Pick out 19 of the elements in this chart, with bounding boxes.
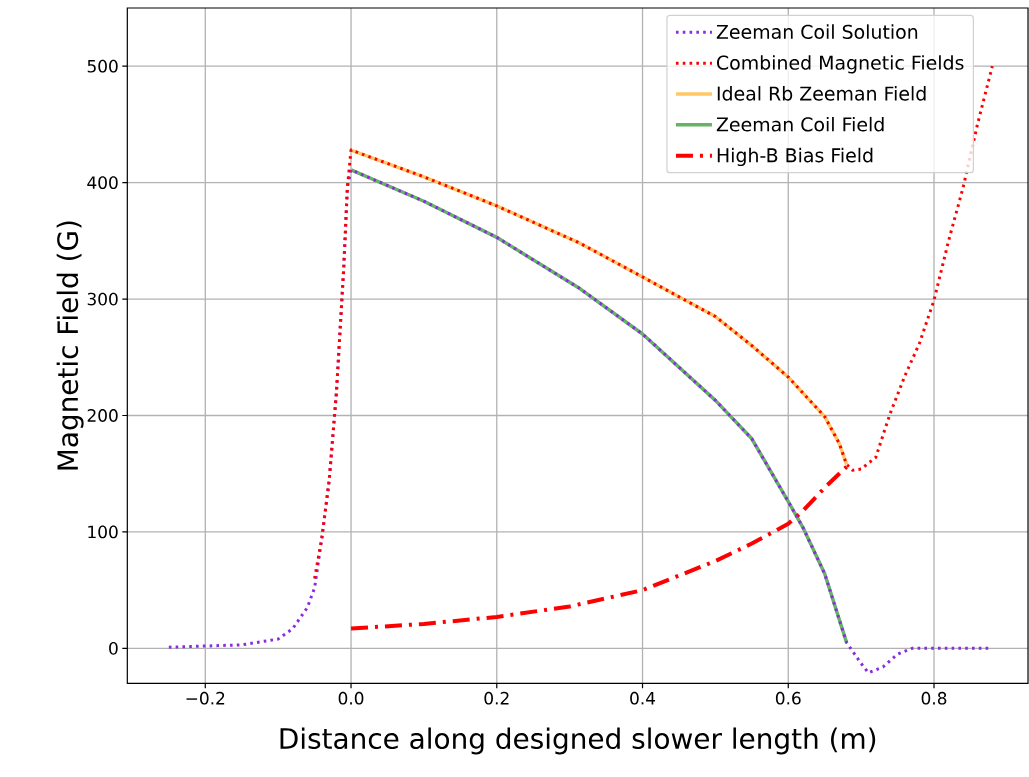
y-axis-title: Magnetic Field (G)	[56, 221, 84, 470]
legend-label: Zeeman Coil Field	[716, 116, 884, 132]
x-tick-label: 0.2	[484, 691, 509, 705]
y-tick-label: 0	[109, 641, 118, 655]
x-axis-title: Distance along designed slower length (m)	[280, 727, 876, 755]
x-tick-label: −0.2	[186, 691, 225, 705]
legend-label: High-B Bias Field	[717, 147, 873, 167]
y-tick-label: 500	[87, 59, 118, 73]
y-tick-label: 400	[87, 176, 118, 190]
legend-label: Zeeman Coil Solution	[716, 24, 918, 39]
y-tick-label: 200	[87, 409, 118, 422]
y-tick-label: 300	[87, 292, 118, 306]
x-tick-label: 0.4	[630, 691, 656, 705]
legend-label: Ideal Rb Zeeman Field	[717, 86, 926, 101]
legend-label: Combined Magnetic Fields	[717, 55, 964, 74]
x-tick-label: 0.8	[921, 691, 947, 705]
y-tick-label: 100	[88, 525, 118, 539]
x-tick-label: 0.0	[338, 691, 364, 705]
x-tick-label: 0.6	[775, 691, 801, 705]
